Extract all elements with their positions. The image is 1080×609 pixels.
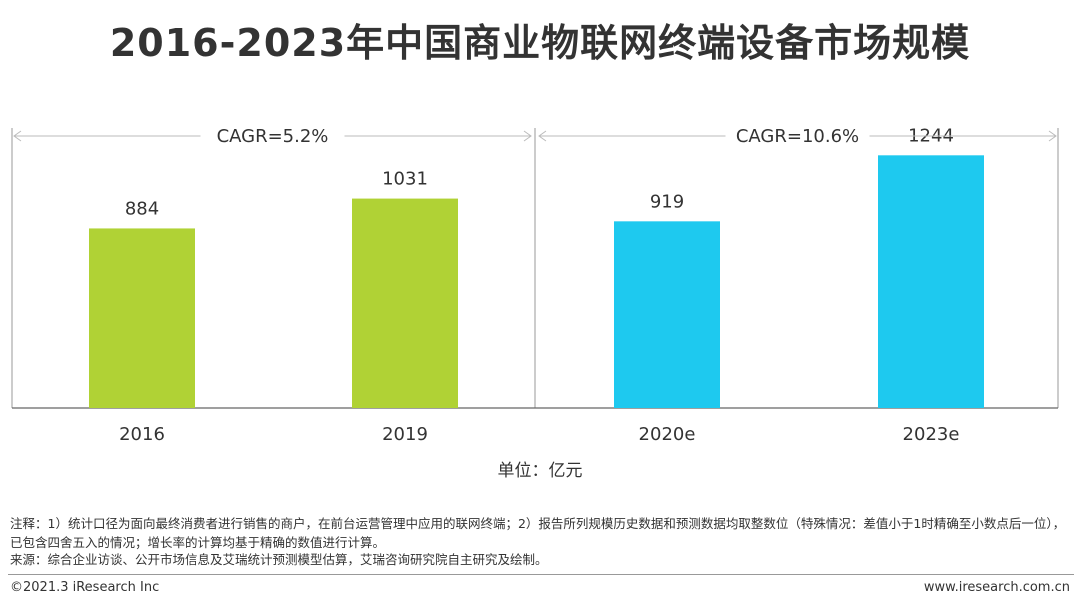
cagr-arrowhead-left bbox=[538, 130, 547, 142]
value-label-2020e: 919 bbox=[650, 191, 684, 212]
cagr-arrowhead-left bbox=[13, 130, 22, 142]
value-label-2016: 884 bbox=[125, 198, 159, 219]
category-label-2016: 2016 bbox=[119, 424, 165, 445]
footer-divider bbox=[8, 574, 1074, 575]
chart-source: 来源：综合企业访谈、公开市场信息及艾瑞统计预测模型估算，艾瑞咨询研究院自主研究及… bbox=[10, 552, 548, 567]
chart-note: 注释：1）统计口径为面向最终消费者进行销售的商户，在前台运营管理中应用的联网终端… bbox=[10, 516, 1066, 550]
category-label-2023e: 2023e bbox=[903, 424, 960, 445]
footer-copyright: ©2021.3 iResearch Inc bbox=[10, 580, 160, 595]
bar-2016 bbox=[89, 228, 195, 408]
cagr-arrowhead-right bbox=[523, 130, 532, 142]
value-label-2019: 1031 bbox=[382, 169, 428, 190]
cagr-arrowhead-right bbox=[1048, 130, 1057, 142]
bar-2019 bbox=[352, 198, 458, 408]
category-label-2020e: 2020e bbox=[639, 424, 696, 445]
category-label-2019: 2019 bbox=[382, 424, 428, 445]
bar-2020e bbox=[614, 221, 720, 408]
cagr-label: CAGR=10.6% bbox=[736, 126, 859, 147]
bar-chart: 8842016103120199192020e12442023eCAGR=5.2… bbox=[11, 125, 1059, 445]
chart-title: 2016-2023年中国商业物联网终端设备市场规模 bbox=[109, 21, 971, 65]
unit-label: 单位：亿元 bbox=[497, 461, 583, 481]
bar-2023e bbox=[878, 155, 984, 408]
footer-website: www.iresearch.com.cn bbox=[923, 580, 1070, 595]
cagr-label: CAGR=5.2% bbox=[217, 126, 329, 147]
